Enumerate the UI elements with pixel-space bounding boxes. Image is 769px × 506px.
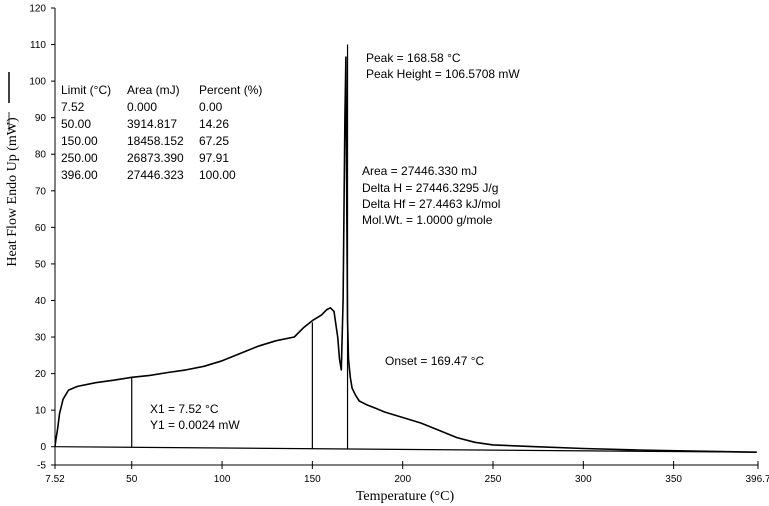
y-tick-label: 50 — [35, 259, 47, 270]
x-axis-ticks: 7.52 50 100 150 200 250 300 350 396.7 — [45, 461, 769, 485]
x-tick-label: 150 — [304, 474, 321, 485]
table-cell: 97.91 — [199, 151, 229, 165]
y-tick-label: 0 — [40, 442, 46, 453]
table-cell: 14.26 — [199, 117, 229, 131]
y-axis-ticks: -5 0 10 20 30 40 50 60 70 80 90 100 110 120 — [29, 4, 55, 472]
x-tick-label: 200 — [394, 474, 411, 485]
y-tick-label: 30 — [35, 333, 47, 344]
y-tick-label: 10 — [35, 406, 47, 417]
x-tick-label: 250 — [485, 474, 502, 485]
table-cell: 0.000 — [127, 100, 157, 114]
table-cell: 250.00 — [61, 151, 98, 165]
table-cell: 67.25 — [199, 134, 229, 148]
y-tick-label: 80 — [35, 150, 47, 161]
x1-annotation: X1 = 7.52 °C — [150, 402, 219, 416]
plot-lines — [54, 44, 757, 453]
table-cell: 50.00 — [61, 117, 91, 131]
heat-flow-curve — [54, 56, 757, 453]
delta-h-annotation: Delta H = 27446.3295 J/g — [362, 181, 498, 195]
mol-wt-annotation: Mol.Wt. = 1.0000 g/mole — [362, 213, 493, 227]
table-header: Area (mJ) — [127, 83, 180, 97]
x-tick-label: 300 — [575, 474, 592, 485]
table-cell: 26873.390 — [127, 151, 184, 165]
onset-annotation: Onset = 169.47 °C — [385, 354, 485, 368]
y-tick-label: -5 — [37, 461, 46, 472]
table-header: Percent (%) — [199, 83, 262, 97]
x-tick-label: 7.52 — [45, 474, 65, 485]
area-annotation: Area = 27446.330 mJ — [362, 164, 477, 178]
peak-height-annotation: Peak Height = 106.5708 mW — [366, 67, 520, 81]
x-tick-label: 396.7 — [745, 474, 769, 485]
table-cell: 150.00 — [61, 134, 98, 148]
table-cell: 396.00 — [61, 168, 98, 182]
x-tick-label: 100 — [214, 474, 231, 485]
x-tick-label: 50 — [126, 474, 138, 485]
table-cell: 18458.152 — [127, 134, 184, 148]
y-tick-label: 110 — [30, 40, 46, 51]
y-tick-label: 100 — [29, 77, 46, 88]
y-tick-label: 40 — [35, 296, 47, 307]
y1-annotation: Y1 = 0.0024 mW — [150, 418, 240, 432]
table-cell: 7.52 — [61, 100, 85, 114]
y-tick-label: 20 — [35, 369, 47, 380]
table-cell: 3914.817 — [127, 117, 177, 131]
table-cell: 100.00 — [199, 168, 236, 182]
y-axis-title: Heat Flow Endo Up (mW) — [5, 117, 20, 267]
y-tick-label: 60 — [35, 223, 47, 234]
table-cell: 0.00 — [199, 100, 223, 114]
x-tick-label: 350 — [665, 474, 682, 485]
baseline-line — [54, 446, 757, 453]
table-header: Limit (°C) — [61, 83, 111, 97]
delta-hf-annotation: Delta Hf = 27.4463 kJ/mol — [362, 197, 500, 211]
y-tick-label: 70 — [35, 186, 47, 197]
y-tick-label: 90 — [35, 113, 47, 124]
y-tick-label: 120 — [29, 4, 46, 15]
table-cell: 27446.323 — [127, 168, 184, 182]
integration-table: Limit (°C) Area (mJ) Percent (%) 7.52 0.000 0… — [61, 83, 262, 182]
peak-annotation: Peak = 168.58 °C — [366, 51, 461, 65]
x-axis-title: Temperature (°C) — [356, 489, 455, 504]
